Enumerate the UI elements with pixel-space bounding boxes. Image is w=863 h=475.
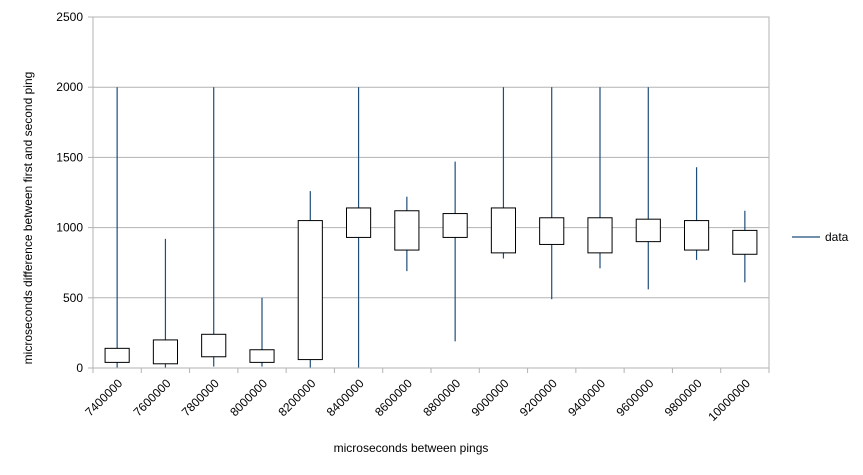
y-axis-ticks: 0 500 1000 1500 2000 2500 — [56, 10, 93, 375]
y-tick-label: 500 — [63, 291, 83, 305]
box — [732, 229, 758, 255]
box — [249, 349, 275, 363]
box — [539, 217, 565, 245]
legend: data — [792, 230, 849, 244]
box — [152, 339, 179, 365]
box-item — [684, 167, 710, 260]
y-tick-label: 1500 — [56, 150, 83, 164]
y-tick-label: 2000 — [56, 80, 83, 94]
y-tick-label: 0 — [76, 361, 83, 375]
y-tick-label: 2500 — [56, 10, 83, 24]
box-item — [587, 87, 613, 269]
box — [490, 207, 517, 254]
y-axis-title: microseconds difference between first an… — [21, 72, 35, 365]
box — [635, 218, 661, 243]
y-tick-label: 1000 — [56, 221, 83, 235]
box — [104, 347, 130, 363]
box — [684, 220, 710, 251]
box-item — [442, 161, 468, 342]
box — [297, 220, 323, 361]
box — [442, 213, 468, 238]
box-item — [394, 196, 420, 272]
box — [587, 217, 613, 254]
x-axis-title: microseconds between pings — [334, 441, 489, 455]
box-item — [346, 87, 372, 368]
box-item — [732, 210, 758, 283]
legend-label: data — [825, 230, 849, 244]
box-item — [635, 87, 661, 290]
box-item — [490, 87, 517, 259]
box — [394, 210, 420, 251]
box-item — [539, 87, 565, 300]
box-item — [104, 87, 130, 368]
box-item — [201, 87, 227, 367]
box-item — [249, 297, 275, 367]
box-series — [104, 87, 758, 368]
box — [201, 333, 227, 358]
box — [346, 207, 372, 238]
box-item — [152, 238, 179, 368]
plot-frame — [92, 16, 770, 369]
box-item — [297, 191, 323, 368]
